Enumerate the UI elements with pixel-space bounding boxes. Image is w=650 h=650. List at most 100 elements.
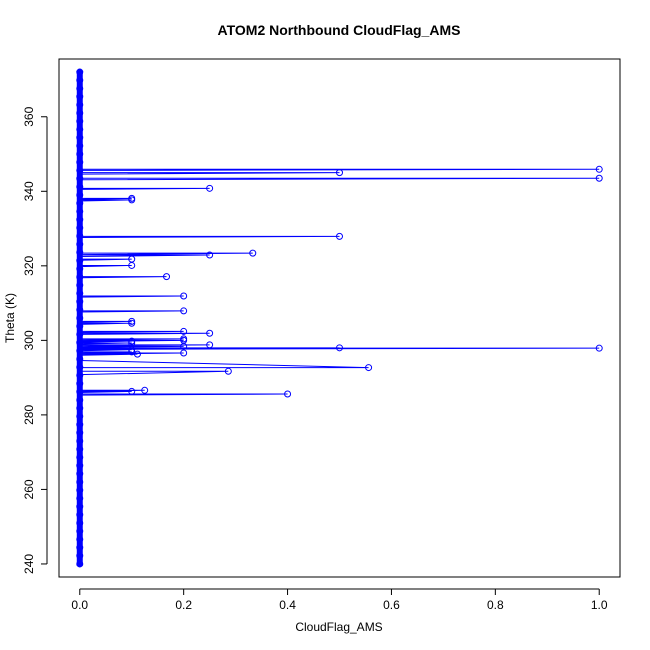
excursion-line-6 [79, 235, 340, 239]
baseline-point-0 [76, 560, 84, 568]
excursion-line-14 [79, 320, 132, 323]
y-tick-label-0: 240 [22, 554, 36, 574]
baseline-point-55 [76, 109, 84, 117]
baseline-point-41 [76, 224, 84, 232]
baseline-point-32 [76, 298, 84, 306]
excursion-point-16 [180, 327, 188, 335]
baseline-point-15 [76, 437, 84, 445]
excursion-point-30 [365, 364, 373, 372]
baseline-point-20 [76, 396, 84, 404]
plot-frame [58, 58, 621, 578]
baseline-point-43 [76, 207, 84, 215]
baseline-point-51 [76, 142, 84, 150]
baseline-point-49 [76, 158, 84, 166]
baseline-point-34 [76, 281, 84, 289]
baseline-point-31 [76, 306, 84, 314]
excursion-line-20 [79, 340, 132, 343]
y-tick-label-5: 340 [22, 181, 36, 201]
excursion-point-15 [128, 319, 136, 327]
baseline-point-39 [76, 240, 84, 248]
baseline-point-58 [76, 84, 84, 92]
axes: 0.0 0.2 0.4 0.6 0.8 1.0 240 260 280 300 320 340 360 [22, 106, 608, 612]
excursion-point-28 [180, 349, 188, 357]
excursion-line-17 [79, 332, 210, 335]
excursion-line-30 [79, 359, 369, 369]
baseline-point-1 [76, 552, 84, 560]
excursion-line-13 [79, 310, 184, 313]
excursion-point-14 [128, 317, 136, 325]
baseline-point-53 [76, 125, 84, 133]
excursion-line-4 [79, 197, 132, 200]
excursion-point-34 [284, 390, 292, 398]
excursion-line-10 [79, 264, 132, 268]
excursion-line-0 [79, 168, 600, 171]
y-tick-label-6: 360 [22, 106, 36, 126]
excursion-line-11 [79, 276, 167, 279]
x-tick-label-0: 0.0 [71, 598, 88, 612]
excursion-line-1 [79, 172, 340, 175]
y-axis-label: Theta (K) [3, 293, 17, 343]
excursion-point-8 [206, 251, 214, 259]
y-tick-label-1: 260 [22, 479, 36, 499]
baseline-point-9 [76, 486, 84, 494]
baseline-point-25 [76, 355, 84, 363]
excursion-line-26 [79, 349, 132, 352]
baseline-point-4 [76, 527, 84, 535]
baseline-point-8 [76, 494, 84, 502]
excursion-line-23 [79, 345, 184, 348]
x-tick-label-1: 0.2 [175, 598, 192, 612]
baseline-point-12 [76, 462, 84, 470]
excursion-point-25 [595, 344, 603, 352]
excursion-point-1 [336, 169, 343, 177]
baseline-point-7 [76, 503, 84, 511]
baseline-point-50 [76, 150, 84, 158]
excursion-line-21 [79, 342, 132, 345]
excursion-line-16 [79, 330, 184, 334]
excursion-point-29 [133, 350, 141, 358]
baseline-point-56 [76, 101, 84, 109]
baseline-point-3 [76, 535, 84, 543]
excursion-point-17 [206, 329, 214, 337]
baseline-point-59 [76, 76, 84, 84]
x-tick-label-4: 0.8 [487, 598, 504, 612]
baseline-point-57 [76, 93, 84, 101]
y-tick-label-3: 300 [22, 330, 36, 350]
excursion-point-7 [249, 249, 257, 257]
baseline-point-16 [76, 429, 84, 437]
excursion-line-3 [79, 187, 210, 190]
excursion-line-33 [79, 390, 132, 394]
excursion-point-6 [336, 232, 343, 240]
baseline-point-14 [76, 445, 84, 453]
excursion-line-25 [79, 347, 600, 350]
excursion-point-12 [180, 292, 188, 300]
x-tick-label-5: 1.0 [591, 598, 608, 612]
baseline-point-19 [76, 404, 84, 412]
baseline-point-18 [76, 412, 84, 420]
y-tick-label-4: 320 [22, 255, 36, 275]
excursion-line-9 [79, 258, 132, 261]
excursion-point-32 [141, 386, 149, 394]
baseline-point-17 [76, 421, 84, 429]
excursion-point-27 [128, 348, 136, 356]
excursion-line-22 [79, 344, 210, 347]
excursion-line-5 [79, 199, 132, 202]
excursion-line-8 [79, 254, 210, 258]
baseline-point-10 [76, 478, 84, 486]
chart-title: ATOM2 Northbound CloudFlag_AMS [218, 22, 461, 38]
excursion-point-5 [128, 196, 136, 204]
baseline-point-46 [76, 183, 84, 191]
x-tick-label-2: 0.4 [279, 598, 296, 612]
x-axis-label: CloudFlag_AMS [295, 620, 382, 634]
baseline-point-52 [76, 134, 84, 142]
baseline-point-13 [76, 453, 84, 461]
baseline-point-5 [76, 519, 84, 527]
excursion-line-29 [79, 353, 138, 356]
excursion-point-20 [128, 337, 136, 345]
excursion-line-2 [79, 177, 600, 181]
excursion-point-11 [163, 273, 171, 281]
excursion-line-31 [79, 370, 229, 376]
x-tick-label-3: 0.6 [383, 598, 400, 612]
excursion-line-18 [79, 338, 184, 341]
baseline-point-22 [76, 380, 84, 388]
